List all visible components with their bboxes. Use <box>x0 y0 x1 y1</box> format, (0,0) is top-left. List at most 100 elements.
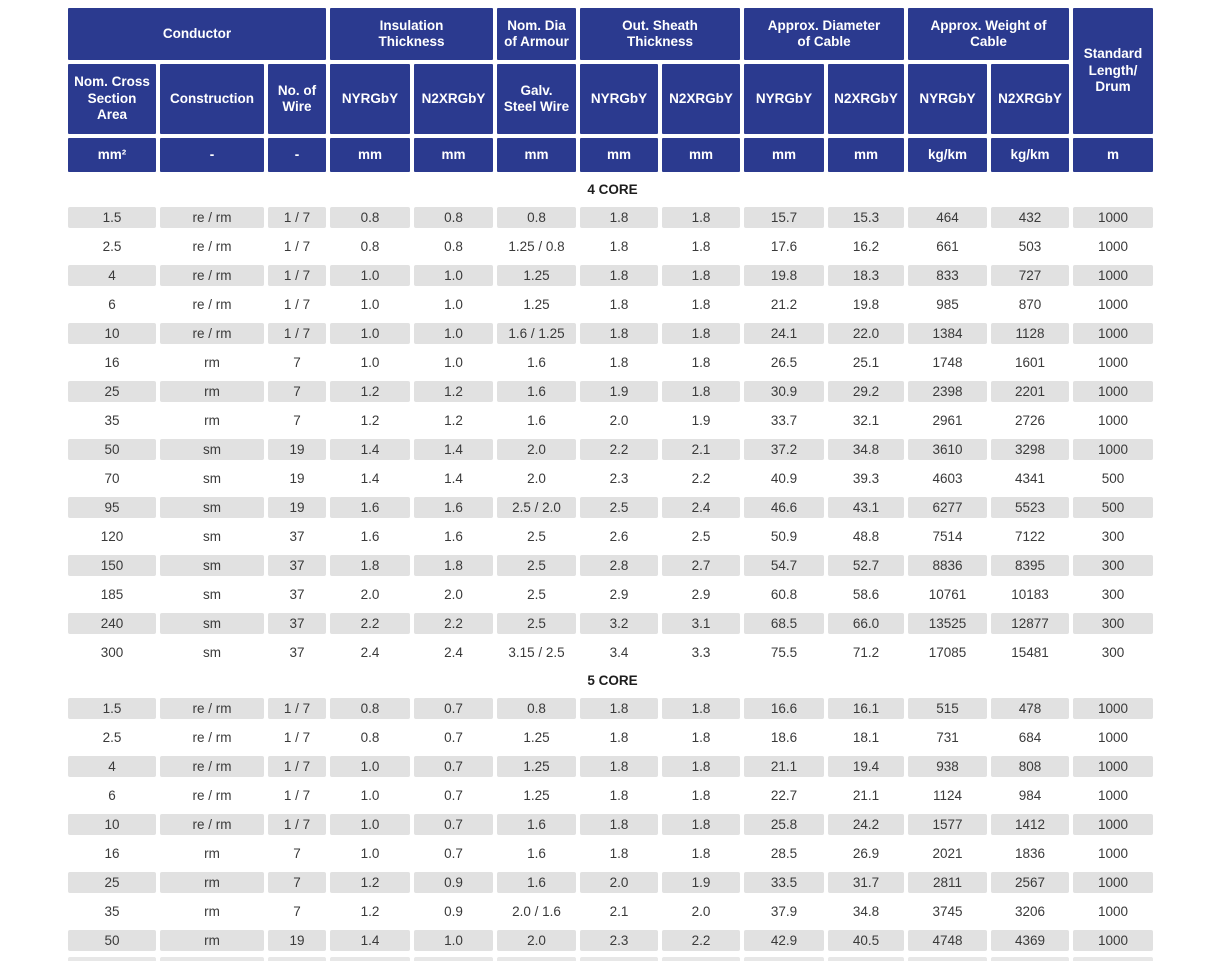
table-cell: 48.8 <box>852 529 880 544</box>
table-cell: 1.8 <box>691 788 711 803</box>
table-cell: 1 / 7 <box>283 239 311 254</box>
table-cell: 1412 <box>991 814 1069 835</box>
table-cell: 19.8 <box>852 297 880 312</box>
table-cell: 15.3 <box>828 207 904 228</box>
table-cell: 1 / 7 <box>268 756 326 777</box>
table-cell: 1000 <box>1073 872 1153 893</box>
table-cell: 13525 <box>908 613 987 634</box>
table-cell: 808 <box>991 756 1069 777</box>
table-cell: 1.0 <box>360 355 380 370</box>
table-row: 6 re / rm 1 / 7 1.0 1.0 1.25 1.8 1.8 21.2 19.8 985… <box>68 294 1157 315</box>
table-cell: 0.7 <box>444 846 463 861</box>
table-cell: 2.0 <box>580 872 658 893</box>
table-row: 25 rm 7 1.2 1.2 1.6 1.9 1.8 30.9 29.2 2398 2201 1000 <box>68 381 1157 402</box>
unit-cell-mm: mm <box>330 138 410 172</box>
table-cell: 1 / 7 <box>283 788 311 803</box>
table-cell: 1000 <box>1073 930 1153 951</box>
table-cell: 1.0 <box>330 265 410 286</box>
table-cell: 17.6 <box>770 239 798 254</box>
column-header-galv-steel-wire: Galv. Steel Wire <box>497 64 576 134</box>
table-cell: 1.25 / 0.8 <box>508 239 565 254</box>
table-cell: 1000 <box>1097 355 1129 370</box>
unit-cell-mm: mm <box>580 138 658 172</box>
column-header-weight-nyrgby: NYRGbY <box>908 64 987 134</box>
table-cell: 2.5 <box>527 587 546 602</box>
table-cell: re / rm <box>160 323 264 344</box>
table-cell: 1000 <box>1073 698 1153 719</box>
table-cell: 25.1 <box>852 355 880 370</box>
table-cell: 0.8 <box>360 239 380 254</box>
table-cell: 26.5 <box>770 355 798 370</box>
partial-row-cell <box>68 957 156 961</box>
table-cell: rm <box>204 904 220 919</box>
table-cell: 3745 <box>932 904 963 919</box>
table-cell: 1.6 <box>414 497 493 518</box>
table-cell: 1.0 <box>360 297 380 312</box>
table-cell: 46.6 <box>744 497 824 518</box>
table-cell: 6 <box>108 297 116 312</box>
table-row: 2.5 re / rm 1 / 7 0.8 0.8 1.25 / 0.8 1.8 1.8 17.… <box>68 236 1157 257</box>
table-cell: 1.0 <box>330 756 410 777</box>
table-cell: 37.2 <box>744 439 824 460</box>
table-cell: 7122 <box>1014 529 1046 544</box>
table-cell: 0.8 <box>330 698 410 719</box>
table-cell: sm <box>203 587 221 602</box>
partial-row-cell <box>497 957 576 961</box>
unit-cell-m: m <box>1073 138 1153 172</box>
partial-row-cell <box>330 957 410 961</box>
table-cell: 2.4 <box>360 645 380 660</box>
table-cell: 1748 <box>932 355 963 370</box>
table-cell: 2.5 <box>580 497 658 518</box>
table-cell: 22.7 <box>770 788 798 803</box>
table-cell: 2021 <box>932 846 963 861</box>
table-cell: 515 <box>908 698 987 719</box>
table-cell: 2.1 <box>662 439 740 460</box>
table-cell: 2.5 <box>497 555 576 576</box>
table-cell: rm <box>204 846 220 861</box>
table-cell: 2398 <box>908 381 987 402</box>
table-cell: 1.2 <box>414 381 493 402</box>
table-cell: 2.0 <box>527 471 546 486</box>
table-cell: 16.1 <box>828 698 904 719</box>
table-cell: 1.8 <box>662 265 740 286</box>
table-cell: 1.0 <box>414 265 493 286</box>
table-cell: re / rm <box>192 297 232 312</box>
table-cell: 2.9 <box>691 587 711 602</box>
table-cell: 37 <box>268 555 326 576</box>
table-cell: 2.5 <box>691 529 711 544</box>
table-cell: 1.8 <box>330 555 410 576</box>
table-cell: 42.9 <box>744 930 824 951</box>
table-cell: 1.8 <box>691 730 711 745</box>
table-cell: 1.6 <box>527 846 546 861</box>
table-cell: 1.25 <box>523 297 550 312</box>
table-row: 16 rm 7 1.0 1.0 1.6 1.8 1.8 26.5 25.1 1748 1601 1000 <box>68 352 1157 373</box>
table-cell: 1.0 <box>414 930 493 951</box>
partial-row-cell <box>828 957 904 961</box>
column-header-diameter-nyrgby: NYRGbY <box>744 64 824 134</box>
table-cell: 10183 <box>1011 587 1049 602</box>
table-cell: 19 <box>268 497 326 518</box>
table-cell: 1.8 <box>691 297 711 312</box>
catalog-page: Conductor Insulation Thickness Nom. Dia … <box>68 8 1157 961</box>
table-cell: 1.6 <box>527 413 546 428</box>
table-cell: 4341 <box>1014 471 1046 486</box>
table-body: 4 CORE 1.5 re / rm 1 / 7 0.8 0.8 0.8 1.8 1.8 15.… <box>68 180 1157 951</box>
table-cell: 1.8 <box>691 239 711 254</box>
table-cell: 58.6 <box>852 587 880 602</box>
table-cell: 37 <box>289 645 305 660</box>
table-cell: 4 <box>68 265 156 286</box>
table-cell: 33.7 <box>770 413 798 428</box>
table-cell: 2.2 <box>580 439 658 460</box>
table-row: 10 re / rm 1 / 7 1.0 0.7 1.6 1.8 1.8 25.8 24.2 157… <box>68 814 1157 835</box>
table-cell: 1.5 <box>68 207 156 228</box>
table-cell: 2.0 <box>497 439 576 460</box>
table-cell: 985 <box>936 297 959 312</box>
table-cell: 0.8 <box>497 698 576 719</box>
table-cell: 35 <box>104 904 120 919</box>
table-cell: 1.8 <box>662 323 740 344</box>
section-rows: 1.5 re / rm 1 / 7 0.8 0.7 0.8 1.8 1.8 16.6 16.1 51… <box>68 698 1157 951</box>
table-cell: sm <box>160 497 264 518</box>
table-cell: 1.8 <box>691 355 711 370</box>
column-header-construction: Construction <box>160 64 264 134</box>
group-header-conductor: Conductor <box>68 8 326 60</box>
